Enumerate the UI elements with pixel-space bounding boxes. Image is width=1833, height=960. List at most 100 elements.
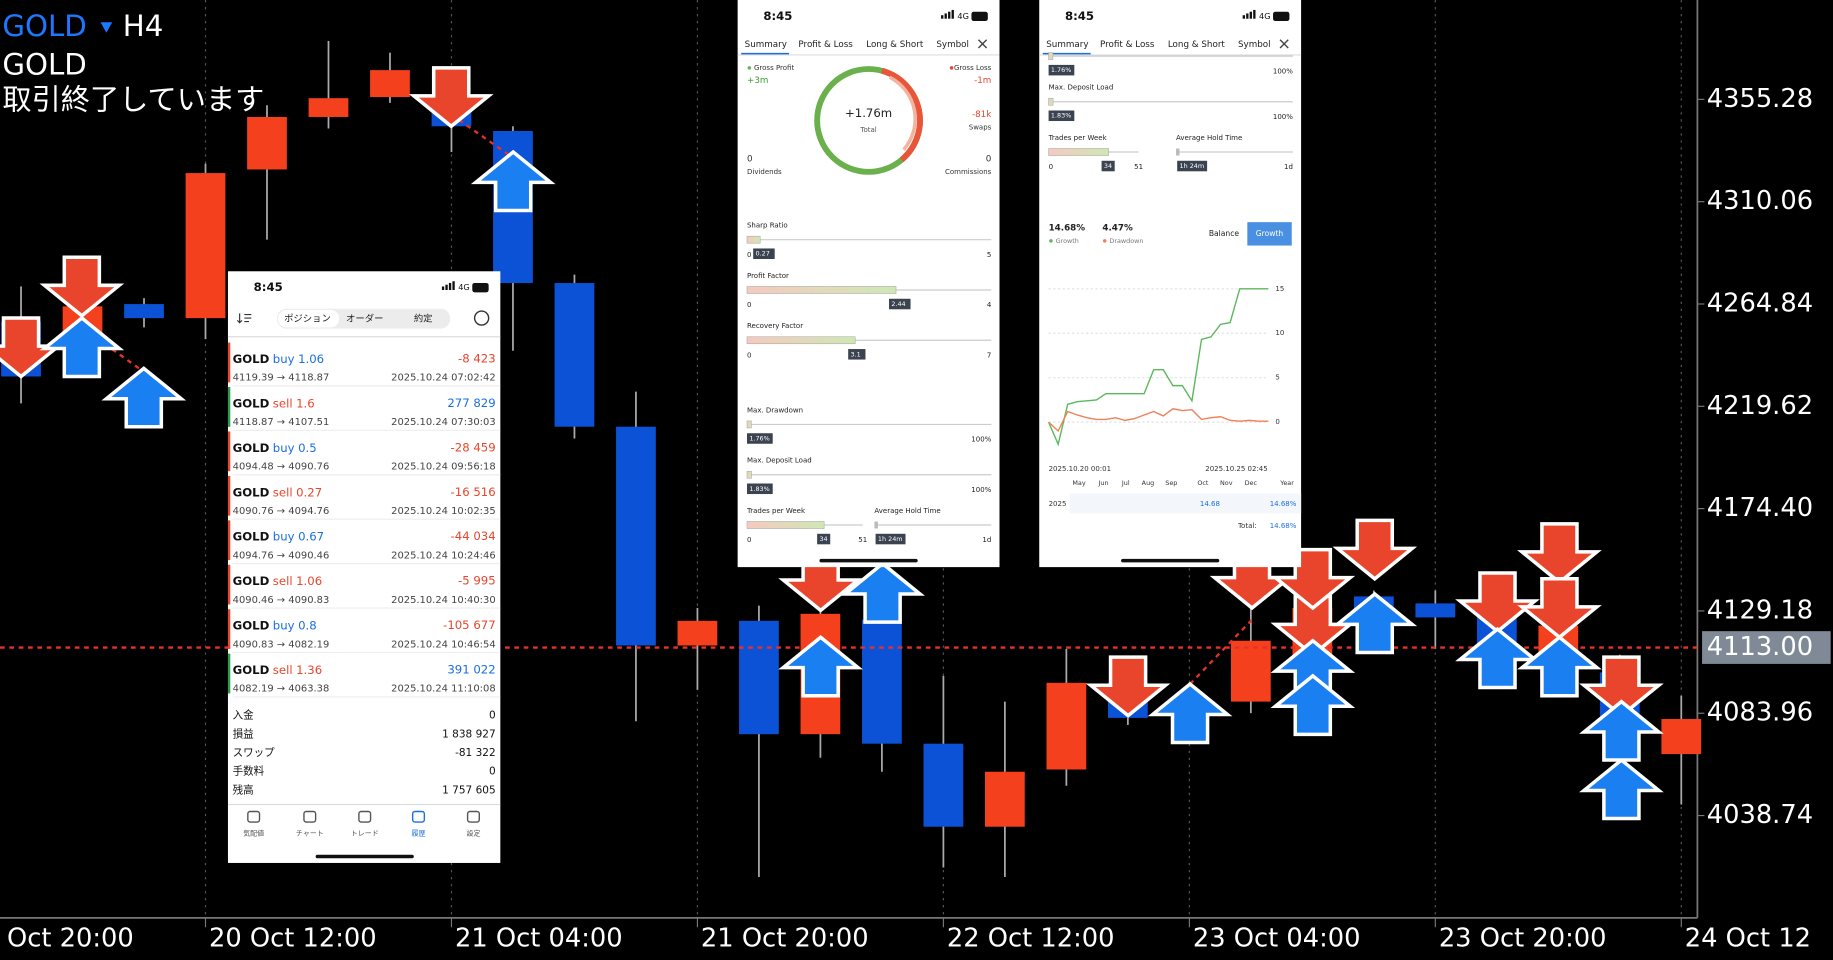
nav-icon[interactable] [411, 810, 426, 823]
trade-link [450, 113, 514, 159]
battery [472, 282, 489, 293]
gauge-fill [1176, 148, 1180, 156]
trade-symbol: GOLD [233, 529, 270, 543]
buy-arrow [1517, 635, 1602, 698]
trade-symbol: GOLD [233, 396, 270, 410]
row-indicator [227, 609, 231, 649]
trade-side: buy [273, 529, 295, 543]
sell-arrow [1455, 571, 1540, 634]
y-tick-label: 4129.18 [1707, 595, 1813, 625]
status-time: 8:45 [1065, 9, 1094, 23]
buy-arrow [1455, 626, 1540, 690]
trade-profit: -8 423 [458, 351, 496, 365]
total-label: Total [859, 125, 876, 134]
sell-arrow [1332, 518, 1418, 582]
trade-profit: -105 677 [443, 618, 496, 632]
trade-time: 2025.10.24 10:24:46 [391, 550, 496, 561]
timeframe[interactable]: H4 [123, 9, 164, 43]
x-tick-label: 24 Oct 12 [1685, 923, 1811, 953]
swaps-label: Swaps [969, 122, 992, 131]
buy-arrow [101, 366, 187, 429]
signal-bar [448, 282, 452, 290]
close-icon[interactable] [977, 39, 988, 49]
gauge-value: 1.83% [1051, 112, 1071, 120]
commissions-value: 0 [986, 155, 992, 165]
row-indicator [227, 475, 231, 516]
panel-background [1039, 0, 1302, 568]
trade-volume: 0.8 [298, 618, 317, 632]
gauge-fill [746, 470, 752, 479]
y-tick-label: 0 [1275, 417, 1279, 426]
gauge-value-box [1048, 110, 1075, 122]
dividends-value: 0 [747, 155, 753, 165]
table-header: Jun [1098, 479, 1109, 487]
trade-volume: 0.27 [296, 485, 322, 499]
sell-arrow [1270, 547, 1356, 611]
trade-side: buy [273, 618, 295, 632]
summary-label: 手数料 [233, 765, 265, 778]
trade-time: 2025.10.24 10:40:30 [391, 595, 496, 606]
y-tick-label: 4219.62 [1707, 391, 1813, 421]
trade-symbol: GOLD [233, 351, 270, 365]
buy-arrow [1147, 681, 1233, 745]
symbol[interactable]: GOLD [2, 9, 86, 43]
candle-body [185, 173, 226, 319]
nav-icon[interactable] [466, 810, 480, 823]
tab-button[interactable]: Balance [1209, 229, 1240, 238]
gauge-value: 1.83% [749, 485, 769, 493]
table-header: Nov [1220, 479, 1233, 487]
gauge-value: 34 [819, 535, 827, 543]
candle-body [1046, 682, 1087, 770]
trade-time: 2025.10.24 10:02:35 [391, 506, 496, 517]
trade-side: sell [273, 485, 293, 499]
summary-value: 0 [489, 766, 496, 778]
trade-volume: 0.5 [298, 440, 317, 454]
gauge-value: 34 [1104, 162, 1112, 170]
tab: Summary [745, 40, 787, 50]
x-tick-label: 23 Oct 04:00 [1193, 923, 1361, 953]
market-status: 取引終了しています [2, 83, 264, 117]
y-tick-label: 5 [1275, 373, 1279, 382]
trade-volume: 1.06 [296, 574, 322, 588]
tab-button-active[interactable] [1247, 222, 1292, 246]
home-indicator [1121, 558, 1220, 563]
gauge-value-box [746, 433, 773, 444]
gauge-value-box [1048, 64, 1075, 76]
nav-icon[interactable] [247, 810, 261, 823]
sell-arrow [1579, 655, 1664, 718]
gauge-label: Average Hold Time [874, 506, 940, 515]
trade-title: GOLD buy 1.06 [233, 351, 324, 365]
tab: 約定 [414, 313, 433, 325]
candle-body [124, 304, 164, 319]
y-tick-label: 10 [1275, 328, 1284, 337]
tab: Symbol [1238, 40, 1271, 50]
row-indicator [227, 342, 231, 383]
gauge-value-box [817, 533, 831, 545]
trade-title: GOLD sell 0.27 [233, 485, 323, 499]
summary-label: 損益 [233, 727, 255, 740]
y-tick-label: 4355.28 [1707, 84, 1813, 114]
gauge-label: Max. Drawdown [747, 405, 803, 414]
trade-symbol: GOLD [233, 618, 270, 632]
y-tick-label: 15 [1275, 284, 1284, 293]
gauge-value: 1.76% [1051, 66, 1071, 74]
tab-button[interactable]: Growth [1256, 229, 1284, 238]
summary-value: 1 757 605 [442, 784, 496, 796]
trade-title: GOLD sell 1.06 [233, 574, 323, 588]
commissions-label: Commissions [945, 167, 992, 176]
signal-bar [1249, 11, 1253, 19]
trade-prices: 4094.76 → 4090.46 [233, 550, 330, 561]
nav-label: 気配値 [243, 829, 264, 838]
buy-arrow [1579, 757, 1664, 821]
summary-value: 0 [489, 710, 496, 722]
nav-icon[interactable] [358, 810, 372, 823]
dividends-label: Dividends [747, 167, 782, 176]
table-total: 14.68% [1270, 521, 1297, 530]
status-network: 4G [458, 282, 470, 292]
symbol-dropdown-icon[interactable] [100, 22, 113, 33]
close-icon[interactable] [1279, 39, 1289, 49]
gauge-min: 0 [747, 535, 751, 544]
nav-icon[interactable] [303, 810, 317, 823]
